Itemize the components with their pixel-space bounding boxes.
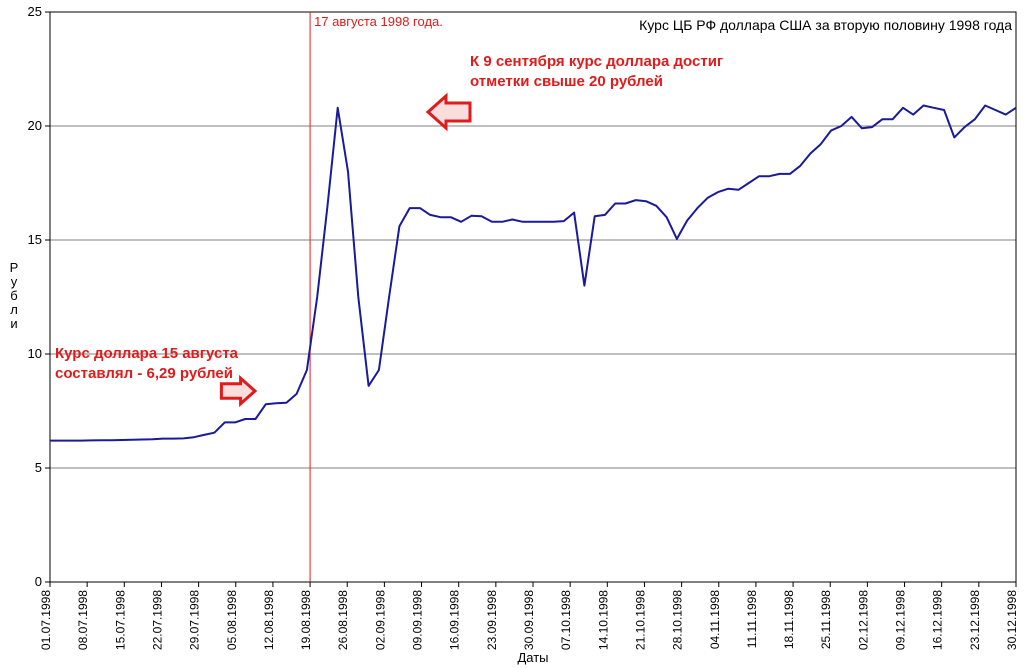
x-axis-title: Даты [517,650,548,665]
y-axis-title-char: л [10,302,18,317]
y-axis-title-char: у [11,274,18,289]
x-tick-label: 25.11.1998 [819,590,833,649]
x-tick-label: 28.10.1998 [671,590,685,650]
x-tick-label: 08.07.1998 [76,590,90,650]
x-tick-label: 02.09.1998 [373,590,387,650]
x-tick-label: 29.07.1998 [188,590,202,650]
plot-border [50,12,1016,582]
annot1-text: Курс доллара 15 августа [55,345,239,362]
x-tick-label: 16.09.1998 [448,590,462,650]
y-axis-title-char: и [10,316,17,331]
x-tick-label: 09.12.1998 [894,590,908,650]
y-tick-label: 10 [28,346,42,361]
y-tick-label: 20 [28,118,42,133]
x-tick-label: 16.12.1998 [931,590,945,650]
x-tick-label: 26.08.1998 [336,590,350,650]
y-axis-title-char: б [10,288,17,303]
x-tick-label: 30.09.1998 [522,590,536,650]
y-tick-label: 0 [35,574,42,589]
x-tick-label: 11.11.1998 [745,590,759,649]
annot1-text: составлял - 6,29 рублей [55,365,233,382]
x-tick-label: 05.08.1998 [225,590,239,650]
x-tick-label: 19.08.1998 [299,590,313,650]
chart-container: 0 5 10 15 20 25 01.07.1998 08.07.1998 15.07.1998… [0,0,1024,668]
x-tick-label: 04.11.1998 [708,590,722,649]
y-tick-label: 25 [28,4,42,19]
x-tick-label: 01.07.1998 [39,590,53,650]
y-tick-label: 5 [35,460,42,475]
y-tick-label: 15 [28,232,42,247]
data-line [50,106,1016,441]
x-tick-label: 22.07.1998 [150,590,164,650]
x-tick-label: 23.12.1998 [968,590,982,650]
line-chart: 0 5 10 15 20 25 01.07.1998 08.07.1998 15.07.1998… [0,0,1024,668]
arrow-icon [428,96,470,128]
x-tick-label: 12.08.1998 [262,590,276,650]
x-tick-label: 09.09.1998 [411,590,425,650]
x-tick-label: 07.10.1998 [559,590,573,650]
event-marker-label: 17 августа 1998 года. [314,14,443,29]
x-tick-label: 15.07.1998 [113,590,127,650]
x-tick-label: 18.11.1998 [782,590,796,649]
x-tick-label: 21.10.1998 [633,590,647,650]
annot2-text: отметки свыше 20 рублей [470,73,663,90]
x-tick-label: 14.10.1998 [596,590,610,650]
y-axis-title-char: Р [10,260,19,275]
annot2-text: К 9 сентября курс доллара достиг [470,53,723,70]
x-tick-label: 30.12.1998 [1005,590,1019,650]
x-tick-label: 23.09.1998 [485,590,499,650]
arrow-icon [221,378,255,404]
chart-title: Курс ЦБ РФ доллара США за вторую половин… [639,17,1012,33]
x-tick-label: 02.12.1998 [856,590,870,650]
